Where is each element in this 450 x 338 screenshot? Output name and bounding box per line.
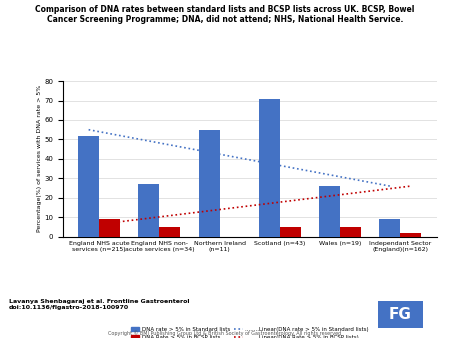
Bar bbox=[159, 227, 180, 237]
Bar bbox=[400, 233, 422, 237]
Text: Copyright © BMJ Publishing Group Ltd & British Society of Gastroenterology. All : Copyright © BMJ Publishing Group Ltd & B… bbox=[108, 331, 342, 336]
Bar bbox=[319, 186, 340, 237]
Bar bbox=[99, 219, 120, 237]
Bar bbox=[340, 227, 361, 237]
Bar bbox=[259, 99, 280, 237]
Text: Comparison of DNA rates between standard lists and BCSP lists across UK. BCSP, B: Comparison of DNA rates between standard… bbox=[35, 5, 415, 24]
Y-axis label: Percentage(%) of services with DNA rate > 5%: Percentage(%) of services with DNA rate … bbox=[36, 85, 41, 233]
Bar bbox=[280, 227, 301, 237]
Bar bbox=[198, 130, 220, 237]
Text: Lavanya Shenbagaraj et al. Frontline Gastroenterol
doi:10.1136/flgastro-2018-100: Lavanya Shenbagaraj et al. Frontline Gas… bbox=[9, 299, 189, 310]
Text: FG: FG bbox=[389, 307, 412, 322]
Bar bbox=[379, 219, 400, 237]
Bar bbox=[78, 136, 99, 237]
Legend: DNA rate > 5% in Standard lists, DNA Rate > 5% in BCSP lists, ........Linear(DNA: DNA rate > 5% in Standard lists, DNA Rat… bbox=[129, 325, 371, 338]
Bar bbox=[138, 184, 159, 237]
